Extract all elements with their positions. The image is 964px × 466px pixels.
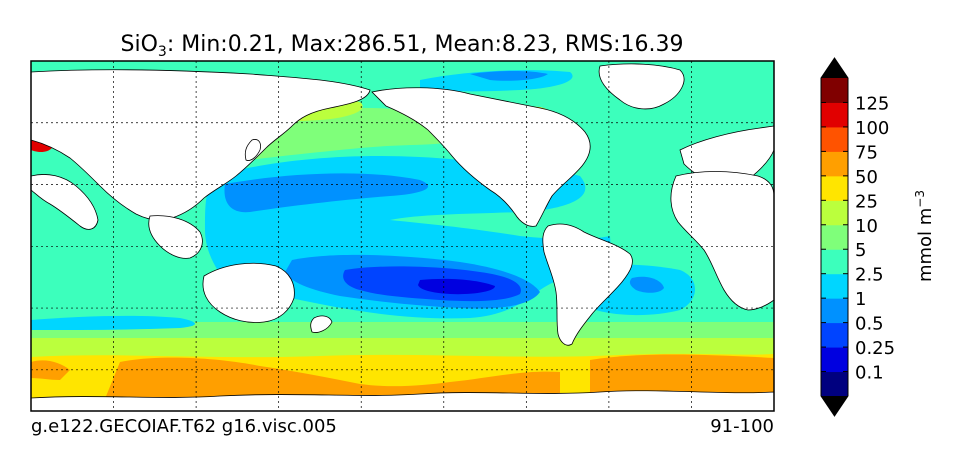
colorbar-segment	[821, 249, 848, 275]
pacific-band-0.5-north	[224, 173, 429, 213]
arabia-india	[31, 174, 99, 230]
colorbar-outline	[820, 57, 849, 417]
colorbar-tick-label: 50	[855, 167, 878, 188]
colorbar-segment	[821, 371, 848, 397]
greenland	[598, 63, 685, 110]
colorbar-extend-max	[821, 58, 848, 78]
title-subscript: 3	[158, 44, 167, 60]
colorbar-tick-label: 2.5	[855, 265, 884, 286]
colorbar-label-exponent: −3	[913, 190, 927, 208]
arctic-band-0.5	[470, 71, 548, 81]
colorbar-segment	[821, 347, 848, 373]
colorbar-segment	[821, 78, 848, 103]
colorbar-segment	[821, 224, 848, 250]
colorbar-tick-label: 10	[855, 216, 878, 237]
colorbar-segment	[821, 322, 848, 348]
title-variable: SiO	[121, 32, 158, 57]
colorbar-segment	[821, 102, 848, 128]
colorbar-tick-label: 0.25	[855, 338, 895, 359]
run-name: g.e122.GECOIAF.T62 g16.visc.005	[31, 416, 337, 437]
colorbar-tick-label: 25	[855, 191, 878, 212]
map-frame	[30, 60, 775, 412]
southern-ocean-band-10	[31, 338, 774, 358]
colorbar-tick-label: 0.5	[855, 314, 884, 335]
grid-lines	[31, 61, 774, 411]
africa	[670, 171, 774, 311]
antarctica	[31, 390, 774, 411]
pacific-band-0.1	[418, 278, 495, 295]
colorbar-segment	[821, 273, 848, 299]
colorbar-extend-min	[821, 396, 848, 416]
colorbar-tick-label: 75	[855, 142, 878, 163]
atlantic-south-band-0.5	[629, 276, 664, 293]
southeast-asia	[148, 215, 203, 259]
south-america	[542, 223, 633, 346]
colorbar-tick-label: 1	[855, 289, 866, 310]
colorbar: 0.1 0.25 0.5 1 2.5 5 10 25 50 75 100 125	[820, 57, 895, 417]
colorbar-tick-label: 100	[855, 118, 889, 139]
colorbar-label-text: mmol m	[915, 208, 936, 282]
colorbar-tick-label: 5	[855, 240, 866, 261]
map-title: SiO3: Min:0.21, Max:286.51, Mean:8.23, R…	[121, 32, 684, 60]
colorbar-segment	[821, 298, 848, 324]
australia	[202, 262, 295, 323]
japan	[244, 139, 261, 161]
north-america	[371, 87, 591, 227]
colorbar-segment	[821, 151, 848, 177]
years-label: 91-100	[710, 416, 774, 437]
indian-band-1	[31, 315, 195, 330]
southern-ocean-band-5	[31, 322, 774, 340]
colorbar-label: mmol m−3	[913, 190, 936, 282]
map-panel	[31, 61, 774, 411]
new-zealand	[310, 315, 333, 333]
southern-ocean-band-50-west	[31, 360, 70, 380]
colorbar-tick-label: 0.1	[855, 363, 884, 384]
colorbar-segment	[821, 175, 848, 201]
colorbar-tick-label: 125	[855, 93, 889, 114]
europe-asia-east	[31, 69, 371, 221]
colorbar-segment	[821, 126, 848, 152]
colorbar-segment	[821, 200, 848, 226]
title-stats: : Min:0.21, Max:286.51, Mean:8.23, RMS:1…	[167, 32, 684, 57]
